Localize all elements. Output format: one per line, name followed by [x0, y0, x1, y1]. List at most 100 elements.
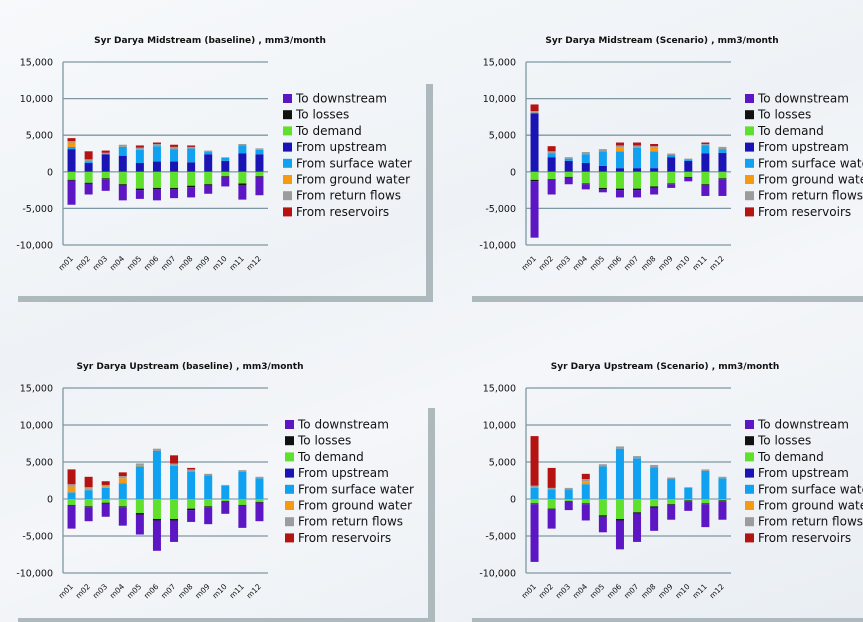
- bar-segment-from-ground-water: [615, 147, 624, 152]
- bar-segment-to-downstream: [667, 184, 676, 188]
- bar-segment-from-reservoirs: [118, 472, 127, 477]
- legend-swatch: [283, 142, 292, 152]
- bar-segment-to-demand: [118, 171, 127, 185]
- bar-segment-to-demand: [615, 171, 624, 189]
- bar-segment-from-return-flows: [684, 158, 693, 160]
- bar-segment-from-surface-water: [67, 492, 76, 499]
- bar-segment-to-demand: [581, 171, 590, 184]
- legend-swatch: [745, 207, 754, 217]
- bar-segment-from-return-flows: [615, 446, 624, 449]
- bar-segment-from-return-flows: [170, 463, 179, 466]
- bar-segment-to-losses: [633, 188, 642, 191]
- bar-segment-from-ground-water: [101, 486, 110, 488]
- bar-segment-from-return-flows: [84, 159, 93, 162]
- x-tick-label: m06: [605, 254, 623, 272]
- bar-segment-to-losses: [684, 500, 693, 502]
- bar-segment-to-demand: [170, 499, 179, 519]
- bar-segment-to-downstream: [633, 513, 642, 542]
- bar-segment-to-losses: [67, 179, 76, 181]
- bar-segment-to-losses: [718, 178, 727, 180]
- bar-segment-from-upstream: [598, 165, 607, 172]
- bar-segment-from-surface-water: [152, 450, 161, 499]
- x-tick-label: m06: [605, 582, 623, 600]
- bar-segment-to-downstream: [564, 177, 573, 185]
- legend-label: To downstream: [295, 92, 387, 106]
- bar-segment-to-losses: [204, 184, 213, 186]
- chart-panel-4: Syr Darya Upstream (Scenario) , mm3/mont…: [479, 362, 863, 600]
- bar-segment-from-return-flows: [547, 151, 556, 154]
- legend-swatch: [745, 533, 754, 543]
- bar-segment-to-losses: [118, 506, 127, 508]
- bar-segment-to-downstream: [118, 185, 127, 201]
- bar-segment-from-return-flows: [667, 153, 676, 155]
- chart-title: Syr Darya Upstream (baseline) , mm3/mont…: [76, 362, 303, 372]
- bar-segment-to-losses: [255, 176, 264, 177]
- bar-segment-from-return-flows: [684, 487, 693, 488]
- bar-segment-to-losses: [101, 502, 110, 504]
- legend-swatch: [745, 158, 754, 168]
- legend-swatch: [745, 126, 754, 136]
- bar-segment-to-downstream: [701, 184, 710, 196]
- chart-panel-1: Syr Darya Midstream (baseline) , mm3/mon…: [16, 36, 412, 272]
- bar-segment-from-return-flows: [152, 143, 161, 147]
- legend-swatch: [285, 420, 294, 429]
- bar-segment-to-downstream: [650, 507, 659, 531]
- bar-segment-to-demand: [238, 499, 247, 505]
- chart-title: Syr Darya Upstream (Scenario) , mm3/mont…: [551, 362, 780, 372]
- bar-segment-to-demand: [530, 171, 539, 180]
- legend-label: From reservoirs: [758, 205, 851, 219]
- legend-swatch: [285, 501, 294, 510]
- bar-segment-to-demand: [204, 171, 213, 185]
- legend-swatch: [285, 484, 294, 494]
- legend-swatch: [283, 175, 292, 184]
- bar-segment-to-demand: [667, 499, 676, 505]
- bar-segment-to-downstream: [221, 176, 230, 187]
- bar-segment-to-demand: [135, 171, 144, 189]
- bar-segment-from-surface-water: [67, 146, 76, 150]
- x-tick-label: m11: [691, 582, 709, 600]
- bar-segment-to-losses: [152, 187, 161, 190]
- bar-segment-to-demand: [684, 171, 693, 177]
- bar-segment-from-return-flows: [67, 484, 76, 487]
- bar-segment-to-demand: [255, 171, 264, 177]
- y-tick-label: 10,000: [20, 421, 53, 432]
- bar-segment-from-upstream: [530, 113, 539, 172]
- bar-segment-to-losses: [530, 179, 539, 182]
- bar-segment-from-upstream: [101, 154, 110, 172]
- bar-segment-from-surface-water: [170, 465, 179, 499]
- bar-segment-to-demand: [701, 171, 710, 185]
- bar-segment-to-downstream: [615, 190, 624, 198]
- bar-segment-to-downstream: [204, 185, 213, 194]
- bar-segment-from-reservoirs: [67, 469, 76, 485]
- bar-segment-from-surface-water: [701, 145, 710, 154]
- bar-segment-to-losses: [650, 506, 659, 508]
- bar-segment-to-demand: [170, 171, 179, 188]
- x-tick-label: m09: [193, 582, 211, 600]
- bar-segment-from-ground-water: [581, 481, 590, 485]
- bar-segment-from-surface-water: [101, 487, 110, 499]
- x-tick-label: m05: [125, 254, 143, 272]
- y-tick-label: -5,000: [485, 204, 516, 215]
- bar-segment-from-surface-water: [650, 151, 659, 169]
- bar-segment-to-losses: [615, 518, 624, 521]
- bar-segment-from-reservoirs: [135, 145, 144, 148]
- bar-segment-from-return-flows: [101, 484, 110, 487]
- bar-segment-from-surface-water: [718, 478, 727, 499]
- x-tick-label: m06: [142, 582, 160, 600]
- bar-segment-to-downstream: [581, 184, 590, 190]
- legend-swatch: [283, 110, 292, 120]
- x-tick-label: m05: [125, 582, 143, 600]
- bar-segment-to-demand: [238, 171, 247, 184]
- bar-segment-to-demand: [718, 171, 727, 179]
- bar-segment-from-surface-water: [187, 471, 196, 499]
- bar-segment-to-downstream: [118, 507, 127, 526]
- x-tick-label: m08: [176, 582, 194, 600]
- bar-segment-from-upstream: [187, 162, 196, 172]
- bar-segment-to-downstream: [684, 177, 693, 182]
- legend-swatch: [745, 484, 754, 494]
- x-tick-label: m12: [708, 254, 726, 272]
- bar-segment-to-downstream: [152, 189, 161, 201]
- x-tick-label: m01: [57, 582, 75, 600]
- legend-swatch: [745, 420, 754, 429]
